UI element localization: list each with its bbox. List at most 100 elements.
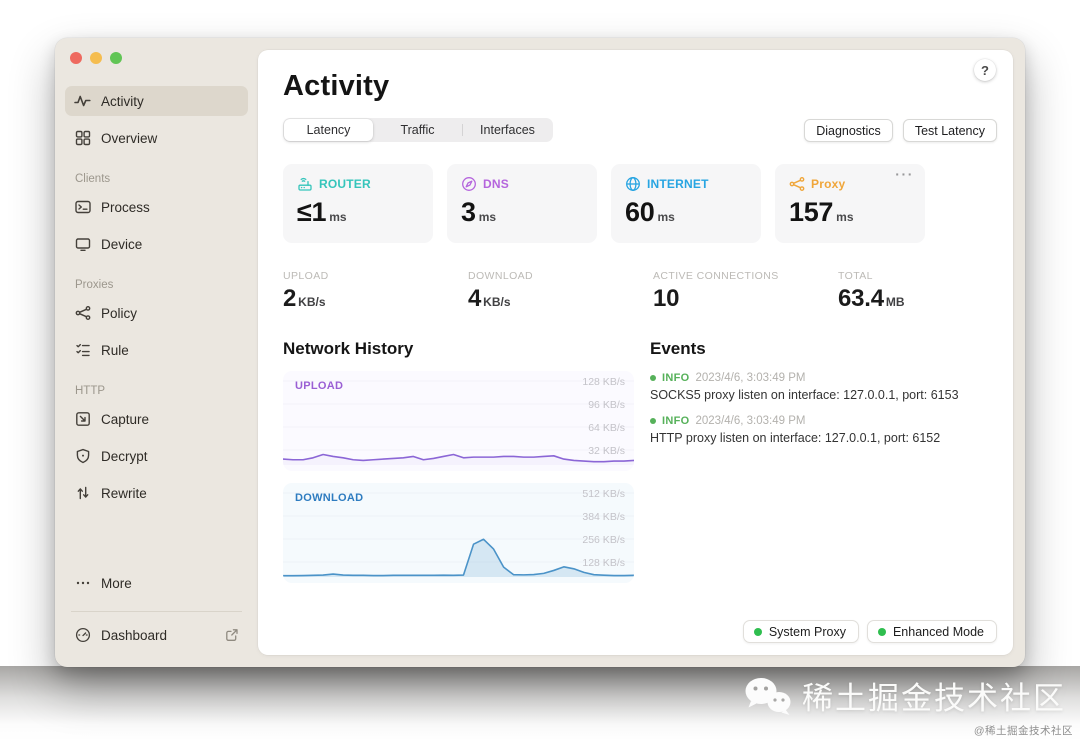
sidebar-item-label: Dashboard bbox=[101, 627, 168, 643]
axis-tick: 64 KB/s bbox=[588, 422, 625, 434]
latency-card-proxy: ··· Proxy 157 ms bbox=[775, 164, 925, 243]
latency-card-value: ≤1 ms bbox=[297, 197, 347, 227]
download-line-chart bbox=[283, 492, 634, 577]
enhanced-mode-badge[interactable]: Enhanced Mode bbox=[866, 620, 997, 643]
latency-card-internet: INTERNET 60 ms bbox=[611, 164, 761, 243]
window-controls bbox=[70, 52, 122, 64]
network-history-title: Network History bbox=[283, 339, 414, 358]
toolbar: Latency Traffic Interfaces Diagnostics T… bbox=[283, 118, 997, 142]
event-time: 2023/4/6, 3:03:49 PM bbox=[695, 372, 806, 384]
stat-total: TOTAL 63.4 MB bbox=[838, 270, 905, 312]
sidebar-item-activity[interactable]: Activity bbox=[65, 86, 248, 116]
test-latency-button[interactable]: Test Latency bbox=[902, 118, 997, 142]
sidebar-divider bbox=[71, 611, 242, 612]
compass-icon bbox=[461, 176, 477, 192]
globe-icon bbox=[625, 176, 641, 192]
sidebar-item-more[interactable]: More bbox=[65, 568, 248, 598]
axis-tick: 96 KB/s bbox=[588, 399, 625, 411]
sidebar-item-policy[interactable]: Policy bbox=[65, 298, 248, 328]
sidebar-item-overview[interactable]: Overview bbox=[65, 123, 248, 153]
system-proxy-badge[interactable]: System Proxy bbox=[742, 620, 859, 643]
axis-tick: 256 KB/s bbox=[582, 534, 625, 546]
axis-tick: 384 KB/s bbox=[582, 511, 625, 523]
sidebar-item-device[interactable]: Device bbox=[65, 229, 248, 259]
toolbar-buttons: Diagnostics Test Latency bbox=[804, 118, 997, 142]
upload-chart: UPLOAD 128 KB/s 96 KB/s 64 KB/s 32 KB/s bbox=[283, 371, 634, 471]
latency-card-dns: DNS 3 ms bbox=[447, 164, 597, 243]
grid-icon bbox=[74, 130, 91, 146]
info-dot-icon bbox=[650, 375, 656, 381]
help-button[interactable]: ? bbox=[974, 59, 996, 81]
latency-card-value: 60 ms bbox=[625, 197, 675, 227]
zoom-button[interactable] bbox=[110, 52, 122, 64]
sidebar-item-rewrite[interactable]: Rewrite bbox=[65, 478, 248, 508]
sidebar-item-capture[interactable]: Capture bbox=[65, 404, 248, 434]
axis-tick: 128 KB/s bbox=[582, 557, 625, 569]
stat-download: DOWNLOAD 4 KB/s bbox=[468, 270, 534, 312]
lower-columns: Network History UPLOAD 128 KB/s 96 KB/s … bbox=[283, 339, 997, 583]
status-badges: System Proxy Enhanced Mode bbox=[742, 620, 997, 643]
sidebar-item-label: Activity bbox=[101, 93, 144, 109]
throughput-stats: UPLOAD 2 KB/s DOWNLOAD 4 KB/s ACTIVE CONNE… bbox=[283, 270, 997, 313]
close-button[interactable] bbox=[70, 52, 82, 64]
green-status-dot bbox=[753, 627, 762, 636]
sidebar-item-label: Decrypt bbox=[101, 448, 148, 464]
sidebar-item-label: Rewrite bbox=[101, 485, 147, 501]
latency-card-value: 3 ms bbox=[461, 197, 497, 227]
card-menu-button[interactable]: ··· bbox=[895, 166, 914, 182]
latency-card-name: DNS bbox=[483, 177, 509, 191]
shield-icon bbox=[74, 448, 91, 464]
event-level: INFO bbox=[662, 415, 690, 427]
capture-icon bbox=[74, 411, 91, 427]
latency-card-name: INTERNET bbox=[647, 177, 709, 191]
sidebar-item-label: Overview bbox=[101, 130, 158, 146]
sidebar-item-label: Device bbox=[101, 236, 143, 252]
checklist-icon bbox=[74, 342, 91, 358]
axis-tick: 32 KB/s bbox=[588, 445, 625, 457]
watermark-brand: 稀土掘金技术社区 bbox=[802, 681, 1066, 716]
sidebar-item-label: More bbox=[101, 575, 132, 591]
tab-interfaces[interactable]: Interfaces bbox=[480, 123, 535, 137]
watermark: 稀土掘金技术社区 bbox=[741, 673, 1066, 718]
event-item: INFO 2023/4/6, 3:03:49 PM HTTP proxy lis… bbox=[650, 415, 997, 445]
latency-card-name: ROUTER bbox=[319, 177, 371, 191]
event-message: HTTP proxy listen on interface: 127.0.0.… bbox=[650, 431, 941, 445]
diagnostics-button[interactable]: Diagnostics bbox=[804, 118, 893, 142]
tab-latency[interactable]: Latency bbox=[284, 119, 373, 141]
event-level: INFO bbox=[662, 372, 690, 384]
stat-active-connections: ACTIVE CONNECTIONS 10 bbox=[653, 270, 779, 312]
sidebar-item-process[interactable]: Process bbox=[65, 192, 248, 222]
green-status-dot bbox=[877, 627, 886, 636]
page-title: Activity bbox=[283, 70, 390, 102]
latency-card-router: ROUTER ≤1 ms bbox=[283, 164, 433, 243]
router-icon bbox=[297, 176, 313, 192]
minimize-button[interactable] bbox=[90, 52, 102, 64]
upload-chart-label: UPLOAD bbox=[295, 380, 344, 392]
sidebar-item-label: Process bbox=[101, 199, 150, 215]
event-item: INFO 2023/4/6, 3:03:49 PM SOCKS5 proxy l… bbox=[650, 372, 997, 402]
terminal-icon bbox=[74, 199, 91, 215]
ellipsis-icon bbox=[74, 575, 91, 591]
gauge-icon bbox=[74, 627, 91, 643]
sidebar-section-http: HTTP bbox=[75, 385, 106, 397]
events-section: Events INFO 2023/4/6, 3:03:49 PM SOCKS5 … bbox=[650, 339, 997, 583]
events-title: Events bbox=[650, 339, 706, 358]
sidebar-item-label: Policy bbox=[101, 305, 138, 321]
sidebar-section-proxies: Proxies bbox=[75, 279, 114, 291]
sidebar: Activity Overview Clients Process Device… bbox=[55, 38, 258, 667]
latency-cards: ROUTER ≤1 ms DNS 3 ms INTERNET bbox=[283, 164, 997, 243]
sidebar-item-dashboard[interactable]: Dashboard bbox=[65, 620, 248, 650]
app-window: Activity Overview Clients Process Device… bbox=[55, 38, 1025, 667]
upload-line-chart bbox=[283, 380, 634, 465]
latency-card-name: Proxy bbox=[811, 177, 846, 191]
stat-upload: UPLOAD 2 KB/s bbox=[283, 270, 329, 312]
wechat-icon bbox=[741, 675, 793, 717]
tab-traffic[interactable]: Traffic bbox=[400, 123, 435, 137]
rewrite-arrows-icon bbox=[74, 485, 91, 501]
sidebar-item-label: Capture bbox=[101, 411, 150, 427]
event-time: 2023/4/6, 3:03:49 PM bbox=[695, 415, 806, 427]
window-drop-shadow bbox=[0, 666, 1080, 741]
sidebar-item-rule[interactable]: Rule bbox=[65, 335, 248, 365]
sidebar-section-clients: Clients bbox=[75, 173, 111, 185]
sidebar-item-decrypt[interactable]: Decrypt bbox=[65, 441, 248, 471]
